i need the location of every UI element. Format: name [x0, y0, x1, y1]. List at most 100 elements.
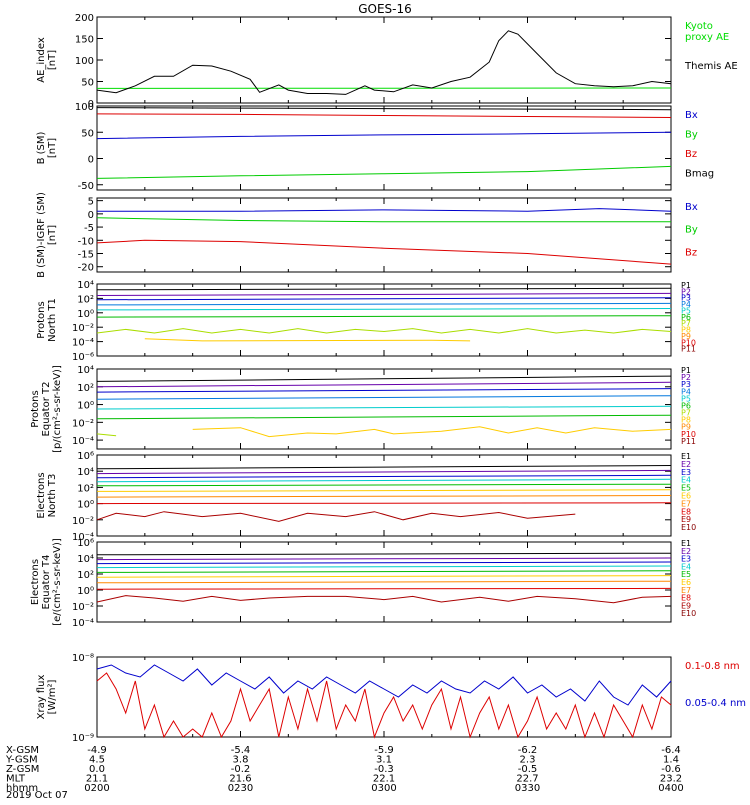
y-tick-label: 100 — [75, 56, 94, 67]
series-line — [97, 396, 671, 400]
legend-entry: E10 — [681, 609, 696, 618]
x-row-value: 0400 — [658, 783, 683, 794]
y-axis-label: [p/(cm²-s-sr-keV)] — [52, 365, 63, 453]
y-tick-label: 10² — [77, 294, 94, 305]
legend-entry: Bx — [685, 202, 698, 213]
series-line — [97, 466, 671, 469]
series-line — [97, 166, 671, 178]
series-line — [97, 434, 116, 436]
y-axis-label: Xray flux — [36, 675, 47, 720]
series-line — [193, 427, 671, 437]
series-line — [97, 479, 671, 481]
y-axis-label: Electrons — [36, 472, 47, 518]
y-axis-label: [nT] — [47, 138, 58, 158]
y-tick-label: 10⁴ — [77, 280, 94, 291]
series-line — [97, 475, 671, 477]
y-tick-label: 10⁻² — [72, 602, 94, 613]
legend-entry: By — [685, 225, 698, 236]
series-line — [97, 562, 671, 564]
legend-entry: Bx — [685, 110, 698, 121]
y-tick-label: -20 — [78, 263, 94, 274]
y-axis-label: Equator T2 — [41, 382, 52, 437]
legend-entry: Kyoto — [685, 21, 713, 32]
legend-entry: Bmag — [685, 169, 714, 180]
series-line — [97, 114, 671, 118]
y-tick-label: 50 — [81, 78, 94, 89]
y-tick-label: 150 — [75, 35, 94, 46]
y-tick-label: 10⁻⁴ — [72, 436, 94, 447]
series-line — [97, 132, 671, 138]
y-tick-label: 10⁻⁴ — [72, 618, 94, 629]
series-line — [97, 382, 671, 387]
y-axis-label: [nT] — [47, 50, 58, 70]
series-line — [97, 406, 671, 409]
y-axis-label: Equator T4 — [41, 555, 52, 610]
series-line — [97, 31, 671, 95]
legend-entry: Themis AE — [684, 61, 738, 72]
x-row-value: 0200 — [84, 783, 109, 794]
y-tick-label: 10⁻⁸ — [72, 653, 94, 664]
series-line — [97, 298, 671, 300]
y-axis-label: North T3 — [47, 474, 58, 518]
x-row-value: 0230 — [228, 783, 253, 794]
legend-entry: P11 — [681, 345, 696, 354]
series-line — [97, 293, 671, 295]
series-line — [97, 581, 671, 583]
series-line — [97, 596, 671, 603]
y-tick-label: 10⁻⁹ — [72, 733, 94, 744]
y-axis-label: AE_index — [36, 37, 47, 83]
y-tick-label: 10⁻⁶ — [72, 352, 94, 363]
series-line — [97, 376, 671, 381]
panel-frame — [97, 657, 671, 737]
plot-title: GOES-16 — [358, 2, 412, 16]
legend-entry: 0.05-0.4 nm — [685, 698, 746, 709]
y-tick-label: 10⁴ — [77, 365, 94, 376]
y-tick-label: 10⁰ — [77, 500, 94, 511]
series-line — [97, 470, 671, 473]
y-axis-label: [nT] — [47, 225, 58, 245]
series-line — [97, 303, 671, 305]
series-line — [97, 553, 671, 555]
y-tick-label: 10⁰ — [77, 309, 94, 320]
series-line — [97, 496, 671, 498]
y-tick-label: -50 — [78, 181, 94, 192]
y-axis-label: North T1 — [47, 298, 58, 342]
series-line — [97, 490, 671, 492]
y-tick-label: 10⁻² — [72, 516, 94, 527]
y-axis-label: [W/m²] — [47, 679, 58, 714]
panel-frame — [97, 17, 671, 103]
y-tick-label: -5 — [84, 223, 94, 234]
legend-entry: Bz — [685, 247, 697, 258]
date-label: 2019 Oct 07 — [6, 790, 68, 800]
series-line — [97, 503, 671, 504]
series-line — [97, 209, 671, 212]
y-tick-label: -15 — [78, 250, 94, 261]
series-line — [97, 576, 671, 578]
series-line — [97, 571, 671, 573]
legend-entry: Bz — [685, 149, 697, 160]
legend-entry: P11 — [681, 437, 696, 446]
y-tick-label: 0 — [88, 210, 94, 221]
y-tick-label: 10⁻² — [72, 323, 94, 334]
series-line — [145, 339, 470, 341]
series-line — [97, 673, 671, 737]
y-tick-label: 10⁶ — [77, 538, 94, 549]
y-axis-label: Protons — [30, 390, 41, 427]
series-line — [97, 588, 671, 589]
series-line — [97, 316, 671, 317]
y-tick-label: 10² — [77, 483, 94, 494]
y-tick-label: 5 — [88, 197, 94, 208]
series-line — [97, 558, 671, 560]
y-tick-label: 10⁻² — [72, 418, 94, 429]
y-axis-label: [e/(cm²-s-sr-keV)] — [52, 538, 63, 626]
